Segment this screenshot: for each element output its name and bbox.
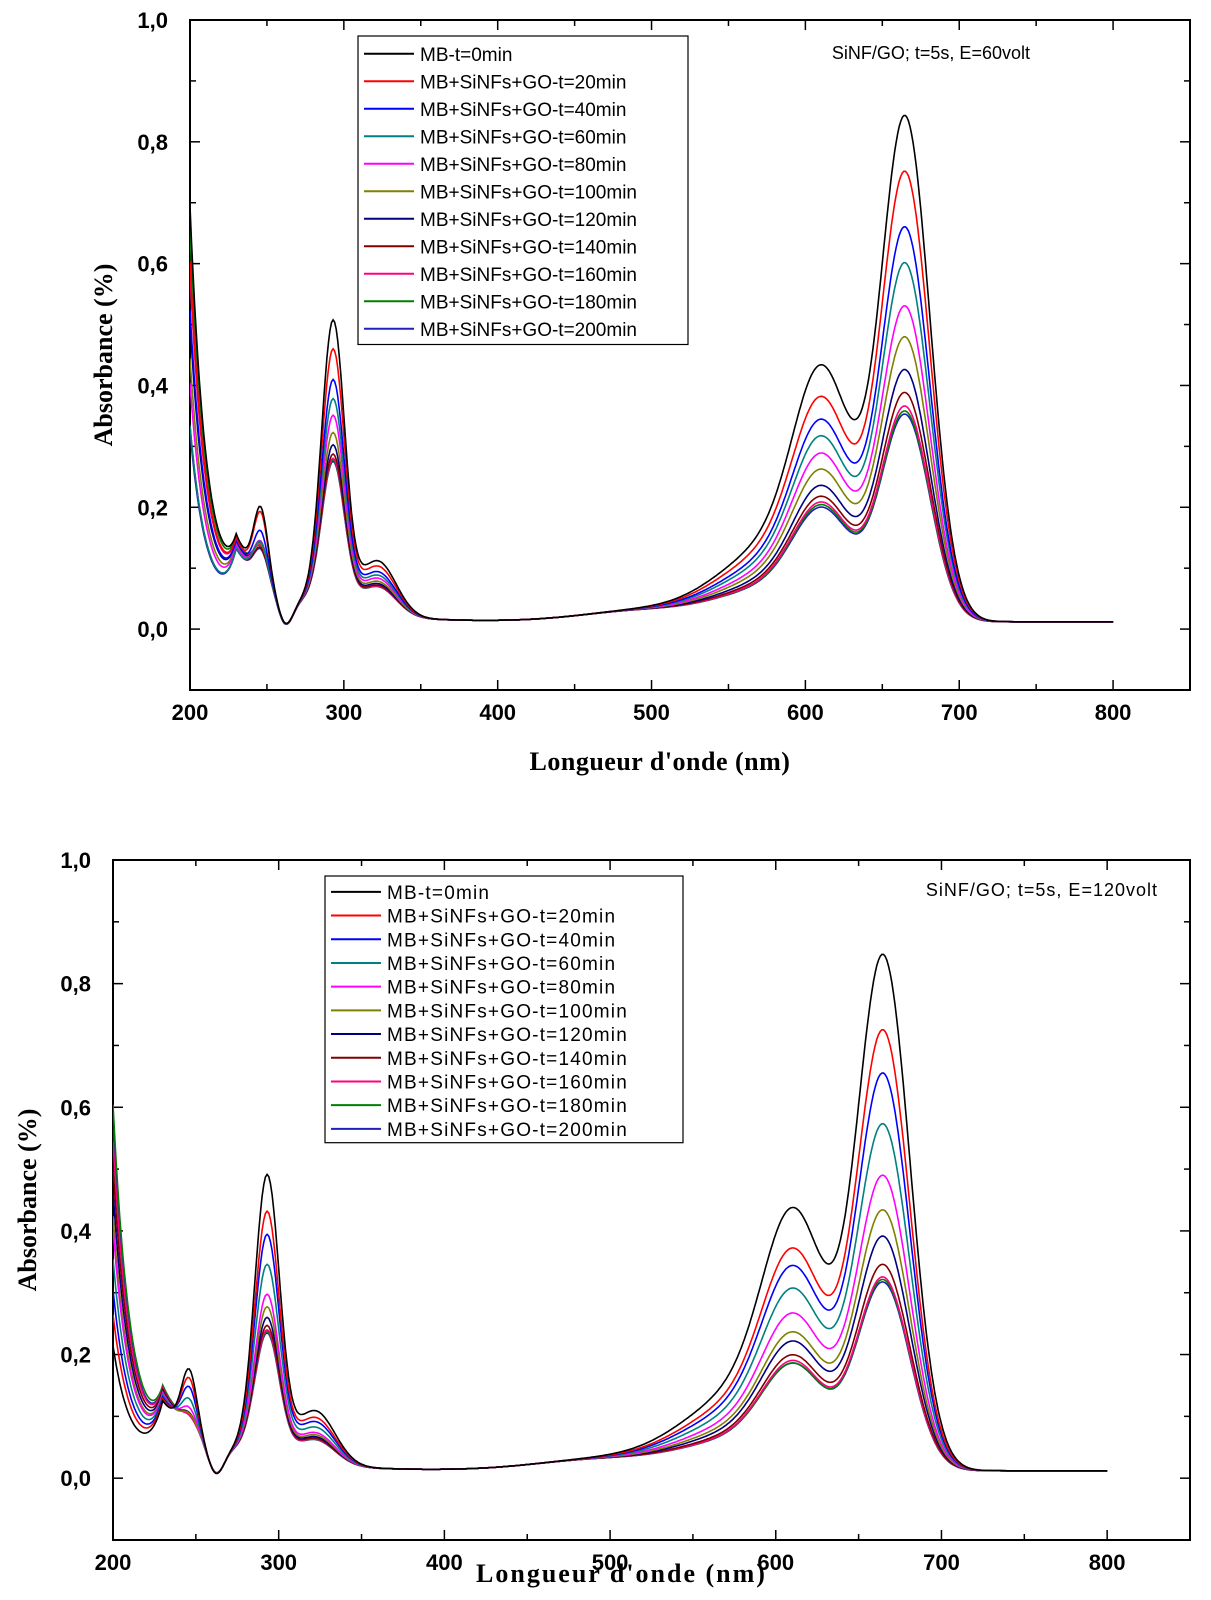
legend-label: MB+SiNFs+GO-t=60min [420, 127, 626, 148]
legend-label: MB+SiNFs+GO-t=200min [387, 1120, 628, 1141]
series-group [113, 953, 1108, 1475]
legend-label: MB-t=0min [387, 883, 490, 904]
legend-label: MB+SiNFs+GO-t=140min [387, 1049, 628, 1070]
y-axis-label: Absorbance (%) [89, 264, 118, 447]
x-tick-label: 200 [95, 1550, 132, 1575]
y-tick-label: 0,0 [60, 1466, 91, 1491]
legend-label: MB+SiNFs+GO-t=40min [387, 930, 616, 951]
y-axis-label: Absorbance (%) [13, 1109, 42, 1292]
legend-label: MB+SiNFs+GO-t=160min [387, 1072, 628, 1093]
series-line [113, 1104, 1108, 1474]
series-line [190, 114, 1114, 625]
x-tick-label: 600 [787, 700, 824, 725]
series-line [113, 953, 1108, 1475]
y-tick-label: 1,0 [60, 848, 91, 873]
legend-label: MB+SiNFs+GO-t=160min [420, 265, 637, 286]
legend-label: MB+SiNFs+GO-t=80min [387, 978, 616, 999]
x-axis-label: Longueur d'onde (nm) [530, 747, 791, 776]
y-tick-label: 0,2 [137, 495, 168, 520]
x-tick-label: 700 [941, 700, 978, 725]
chart-annotation: SiNF/GO; t=5s, E=60volt [832, 43, 1030, 63]
legend-label: MB+SiNFs+GO-t=180min [387, 1096, 628, 1117]
y-tick-label: 0,0 [137, 617, 168, 642]
chart-panel-120volt: 200 300 400 500 600 700 800 0,0 0,2 0,4 0,6 0,8 1,0 L… [13, 848, 1191, 1588]
chart-panel-60volt: 200 300 400 500 600 700 800 0,0 0,2 0,4 0,6 0,8 1,0 L… [89, 8, 1191, 776]
x-tick-label: 300 [260, 1550, 297, 1575]
legend-label: MB+SiNFs+GO-t=100min [387, 1001, 628, 1022]
legend-label: MB+SiNFs+GO-t=40min [420, 100, 626, 121]
legend-label: MB+SiNFs+GO-t=60min [387, 954, 616, 975]
legend-label: MB-t=0min [420, 45, 512, 66]
legend-label: MB+SiNFs+GO-t=180min [420, 292, 637, 313]
x-tick-label: 300 [325, 700, 362, 725]
y-tick-label: 0,2 [60, 1343, 91, 1368]
y-tick-label: 0,4 [137, 373, 168, 398]
y-tick-label: 0,6 [60, 1095, 91, 1120]
legend-label: MB+SiNFs+GO-t=120min [387, 1025, 628, 1046]
y-tick-label: 0,6 [137, 252, 168, 277]
y-tick-label: 1,0 [137, 8, 168, 33]
legend-label: MB+SiNFs+GO-t=140min [420, 237, 637, 258]
series-group [190, 114, 1114, 626]
x-axis-label: Longueur d'onde (nm) [476, 1559, 767, 1588]
legend-label: MB+SiNFs+GO-t=20min [387, 907, 616, 928]
legend-label: MB+SiNFs+GO-t=100min [420, 182, 637, 203]
legend-label: MB+SiNFs+GO-t=80min [420, 155, 626, 176]
chart-annotation: SiNF/GO; t=5s, E=120volt [926, 880, 1158, 900]
legend-box [324, 875, 684, 1144]
series-line [113, 1174, 1108, 1474]
x-tick-label: 200 [172, 700, 209, 725]
series-line [113, 1129, 1108, 1474]
x-tick-label: 800 [1095, 700, 1132, 725]
legend-label: MB+SiNFs+GO-t=200min [420, 320, 637, 341]
y-tick-label: 0,8 [60, 972, 91, 997]
y-tick-label: 0,8 [137, 130, 168, 155]
x-tick-label: 500 [633, 700, 670, 725]
x-tick-label: 400 [426, 1550, 463, 1575]
series-line [113, 1123, 1108, 1475]
series-line [190, 336, 1114, 625]
y-tick-label: 0,4 [60, 1219, 91, 1244]
x-tick-label: 400 [479, 700, 516, 725]
plot-frame [189, 19, 1191, 691]
x-tick-label: 500 [592, 1550, 629, 1575]
legend-label: MB+SiNFs+GO-t=120min [420, 210, 637, 231]
legend-label: MB+SiNFs+GO-t=20min [420, 72, 626, 93]
x-tick-label: 700 [923, 1550, 960, 1575]
x-tick-label: 800 [1089, 1550, 1126, 1575]
x-tick-label: 600 [757, 1550, 794, 1575]
